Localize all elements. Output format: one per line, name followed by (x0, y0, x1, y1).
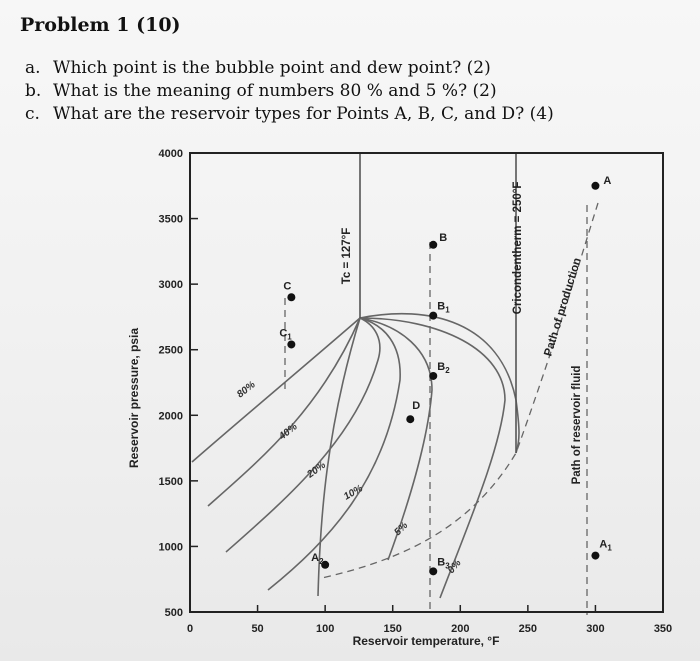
x-tick-label: 200 (451, 623, 469, 635)
question-c: c. What are the reservoir types for Point… (25, 104, 554, 124)
x-tick-label: 150 (384, 623, 402, 635)
point-b2 (429, 371, 438, 380)
question-text: What are the reservoir types for Points … (53, 104, 554, 124)
y-tick-label: 2500 (159, 345, 183, 357)
quality-line-20 (225, 317, 381, 553)
point-b3 (429, 567, 438, 576)
point-a2 (321, 560, 330, 569)
plot-frame (189, 152, 664, 613)
quality-line-40 (207, 317, 361, 507)
quality-line-10 (267, 317, 401, 591)
y-tick-label: 1000 (159, 541, 183, 553)
point-b1 (429, 311, 438, 320)
point-b (429, 240, 438, 249)
x-tick-label: 0 (187, 623, 193, 635)
path-of-fluid-label: Path of reservoir fluid (571, 366, 583, 485)
path-of-production-label: Path of production (542, 256, 583, 357)
y-axis-label: Reservoir pressure, psia (127, 328, 141, 468)
dew-point-curve (359, 312, 520, 454)
x-tick-label: 50 (251, 623, 263, 635)
y-tick-label: 500 (165, 607, 183, 619)
x-axis-label: Reservoir temperature, °F (353, 634, 500, 648)
point-label-d: D (412, 400, 420, 412)
x-tick-label: 350 (654, 623, 672, 635)
point-label-b2: B2 (437, 361, 450, 375)
point-c (287, 293, 296, 302)
point-c1 (287, 340, 296, 349)
point-d (406, 415, 415, 424)
point-a1 (591, 551, 600, 560)
quality-line-80 (191, 317, 361, 463)
quality-label: 20% (304, 460, 328, 481)
point-label-c1: C1 (279, 327, 292, 341)
y-tick-label: 1500 (159, 476, 183, 488)
problem-title: Problem 1 (10) (20, 14, 181, 36)
y-tick-label: 2000 (159, 410, 183, 422)
point-label-a: A (603, 175, 611, 187)
point-a (591, 181, 600, 190)
quality-line-5 (359, 317, 433, 561)
question-text: What is the meaning of numbers 80 % and … (53, 81, 497, 101)
quality-label: 80% (235, 379, 258, 400)
question-label: c. (25, 104, 40, 124)
question-label: a. (25, 58, 41, 78)
point-label-a2: A2 (311, 552, 324, 566)
y-tick-label: 4000 (159, 148, 183, 160)
y-tick-label: 3500 (159, 214, 183, 226)
tick-marks (189, 152, 664, 613)
critical-temperature-label: Tc = 127°F (341, 228, 353, 284)
point-label-b1: B1 (437, 301, 450, 315)
question-text: Which point is the bubble point and dew … (53, 58, 491, 78)
y-tick-label: 3000 (159, 279, 183, 291)
question-b: b. What is the meaning of numbers 80 % an… (25, 81, 497, 101)
quality-line-0 (359, 317, 506, 599)
x-tick-label: 250 (519, 623, 537, 635)
point-label-b: B (439, 232, 447, 244)
point-label-c: C (283, 280, 291, 292)
x-tick-label: 100 (316, 623, 334, 635)
tick-labels: 500 1000 1500 2000 2500 3000 3500 4000 0 50 100 150… (159, 148, 673, 635)
question-a: a. Which point is the bubble point and de… (25, 58, 491, 78)
point-label-a1: A1 (599, 539, 612, 553)
question-label: b. (25, 81, 42, 101)
quality-label: 5% (392, 520, 410, 538)
path-of-production (321, 202, 599, 579)
cricondentherm-label: Cricondentherm = 250°F (512, 182, 524, 315)
bubble-point-curve (317, 317, 361, 597)
x-tick-label: 300 (586, 623, 604, 635)
